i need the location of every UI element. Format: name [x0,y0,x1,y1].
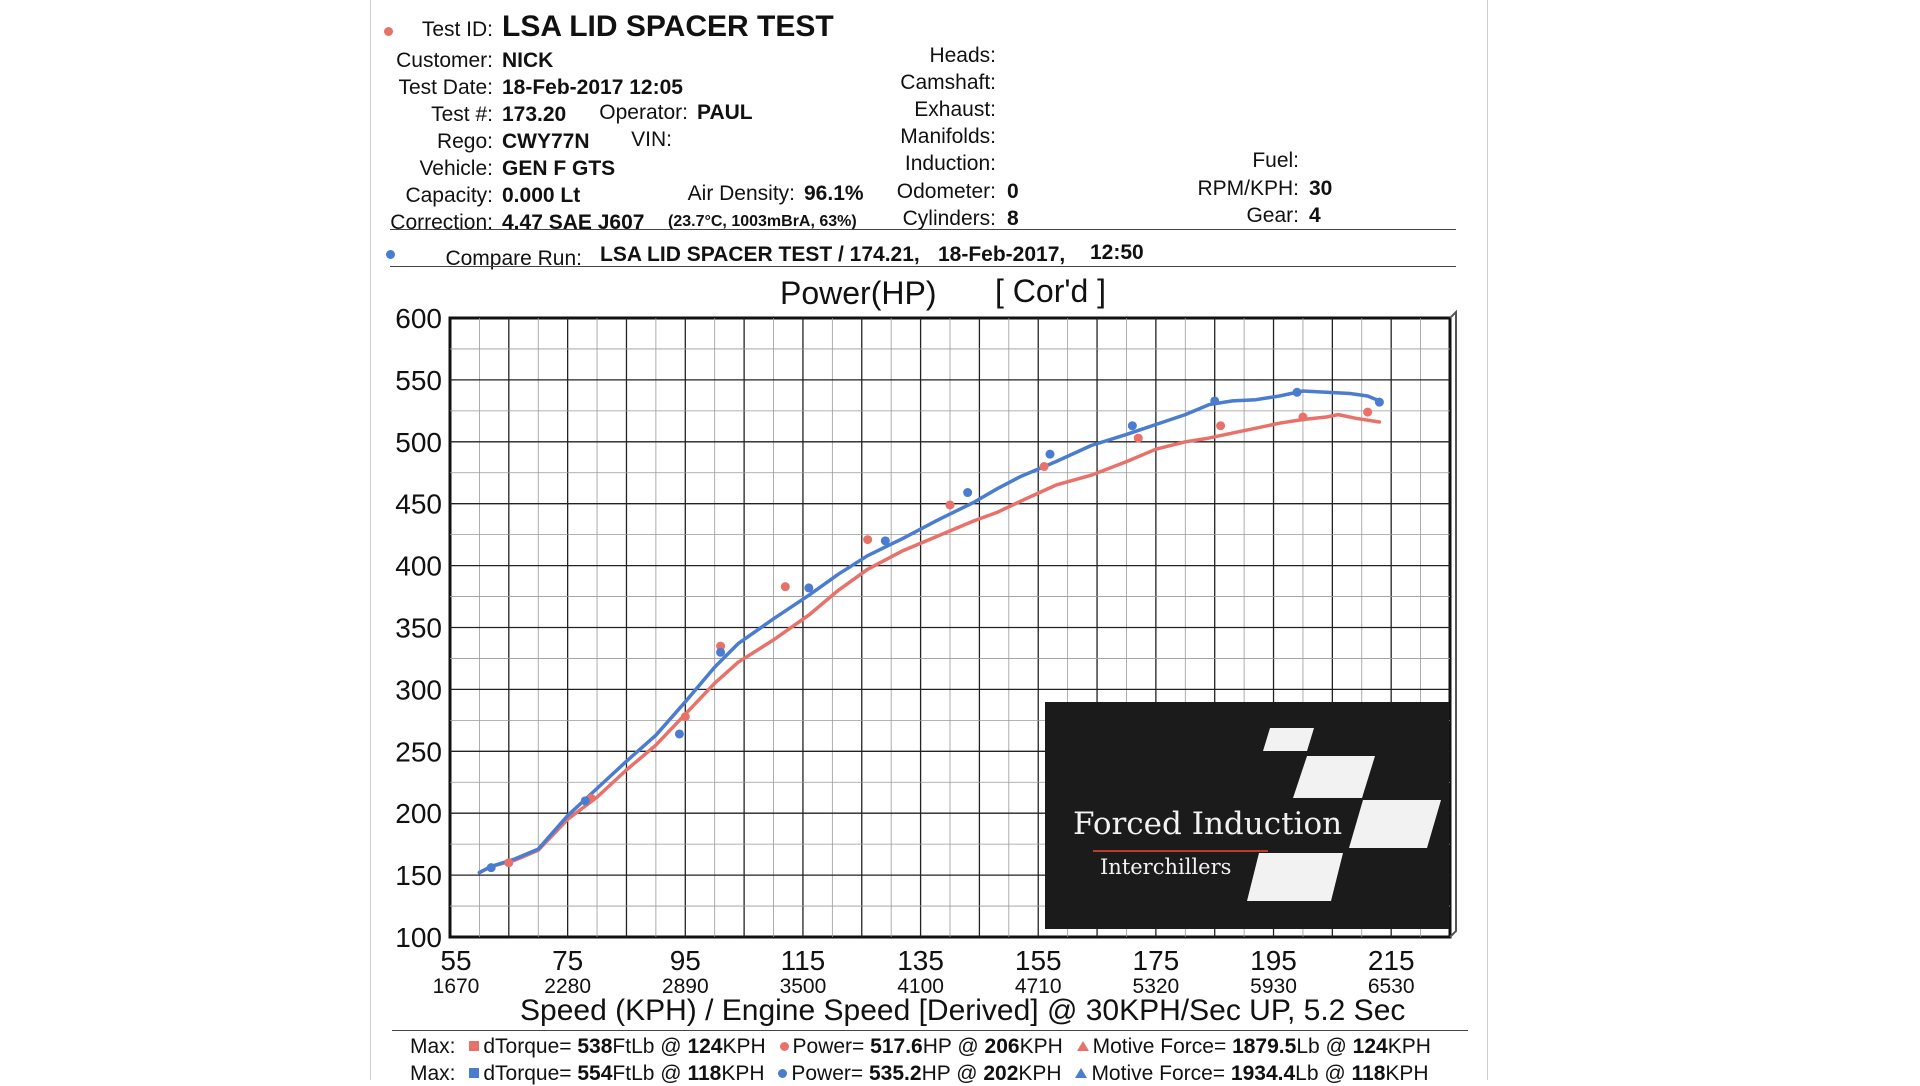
logo-line-1: Forced Induction [1073,806,1343,842]
torque-at-unit: KPH [721,1062,765,1085]
vehicle-value: GEN F GTS [502,157,616,180]
test-date-label: Test Date: [398,76,493,99]
header-rule-2 [390,266,1456,267]
logo-line-2: Interchillers [1100,855,1232,879]
power-label: Power= [791,1062,864,1085]
customer-label: Customer: [396,49,493,72]
gear-label: Gear: [1246,204,1299,227]
footer-row-run: Max: dTorque= 538FtLb @ 124KPH Power= 51… [410,1035,1431,1059]
rego-label: Rego: [436,130,493,153]
induction-label: Induction: [904,152,996,175]
compare-run-name: LSA LID SPACER TEST / 174.21, [600,243,920,266]
camshaft-label: Camshaft: [900,71,996,94]
air-density-label: Air Density: [687,182,795,205]
force-unit: Lb @ [1296,1035,1347,1058]
circle-icon [779,1041,789,1051]
power-unit: HP @ [921,1062,978,1085]
power-at-unit: KPH [1018,1062,1062,1085]
manifolds-label: Manifolds: [900,125,996,148]
square-icon [469,1041,480,1052]
force-value: 1934.4 [1230,1062,1296,1085]
header-rule-1 [390,229,1456,230]
odometer-label: Odometer: [896,180,996,203]
force-unit: Lb @ [1295,1062,1346,1085]
heads-label: Heads: [929,44,996,67]
rpm-kph-value: 30 [1309,177,1333,200]
rego-value: CWY77N [502,130,590,153]
force-at-value: 118 [1351,1062,1386,1085]
compare-run-label: Compare Run: [445,247,582,270]
torque-label: dTorque= [483,1062,572,1085]
torque-at-value: 118 [687,1062,722,1085]
operator-value: PAUL [697,101,753,124]
run-color-dot [384,27,393,36]
vin-label: VIN: [631,128,672,151]
exhaust-label: Exhaust: [914,98,996,121]
force-label: Motive Force= [1091,1062,1226,1085]
compare-run-time: 12:50 [1090,241,1144,264]
chart-title: Power(HP) [780,275,937,311]
footer-row-compare: Max: dTorque= 554FtLb @ 118KPH Power= 53… [410,1062,1429,1086]
triangle-icon [1076,1041,1089,1052]
chart-title-note: [ Cor'd ] [995,273,1107,309]
power-value: 517.6 [870,1035,923,1058]
force-value: 1879.5 [1232,1035,1297,1058]
cylinders-label: Cylinders: [902,207,996,230]
air-density-value: 96.1% [804,182,864,205]
torque-unit: FtLb @ [612,1035,682,1058]
max-label: Max: [410,1062,456,1085]
correction-value: 4.47 SAE J607 [502,211,645,234]
force-at-value: 124 [1352,1035,1388,1058]
capacity-label: Capacity: [405,184,493,207]
torque-value: 554 [577,1062,613,1085]
test-date-value: 18-Feb-2017 12:05 [502,76,683,99]
force-at-unit: KPH [1385,1062,1429,1085]
power-unit: HP @ [922,1035,979,1058]
power-label: Power= [792,1035,865,1058]
torque-at-value: 124 [687,1035,723,1058]
fuel-label: Fuel: [1252,149,1299,172]
test-id-label: Test ID: [421,18,493,41]
conditions-value: (23.7°C, 1003mBrA, 63%) [668,213,857,230]
triangle-icon [1075,1068,1088,1079]
gear-value: 4 [1309,204,1321,227]
torque-unit: FtLb @ [612,1062,682,1085]
logo-underline [1093,850,1268,852]
forced-induction-logo: Forced Induction Interchillers [1045,702,1449,929]
correction-label: Correction: [390,211,493,234]
power-at-value: 206 [984,1035,1020,1058]
test-number-label: Test #: [431,103,493,126]
torque-label: dTorque= [483,1035,572,1058]
vehicle-label: Vehicle: [419,157,493,180]
square-icon [469,1068,480,1079]
test-number-value: 173.20 [502,103,567,126]
max-label: Max: [410,1035,456,1058]
compare-color-dot [386,250,395,259]
customer-value: NICK [502,49,554,72]
power-value: 535.2 [869,1062,922,1085]
operator-label: Operator: [599,101,688,124]
power-at-unit: KPH [1019,1035,1063,1058]
footer-rule-top [392,1030,1468,1031]
force-at-unit: KPH [1387,1035,1431,1058]
torque-at-unit: KPH [722,1035,766,1058]
odometer-value: 0 [1007,180,1019,203]
circle-icon [778,1068,788,1078]
rpm-kph-label: RPM/KPH: [1197,177,1299,200]
torque-value: 538 [577,1035,613,1058]
test-id-value: LSA LID SPACER TEST [502,10,834,43]
force-label: Motive Force= [1092,1035,1227,1058]
power-at-value: 202 [983,1062,1019,1085]
compare-run-date: 18-Feb-2017, [938,243,1066,266]
checkered-flag-icon [1247,728,1441,901]
capacity-value: 0.000 Lt [502,184,581,207]
cylinders-value: 8 [1007,207,1019,230]
